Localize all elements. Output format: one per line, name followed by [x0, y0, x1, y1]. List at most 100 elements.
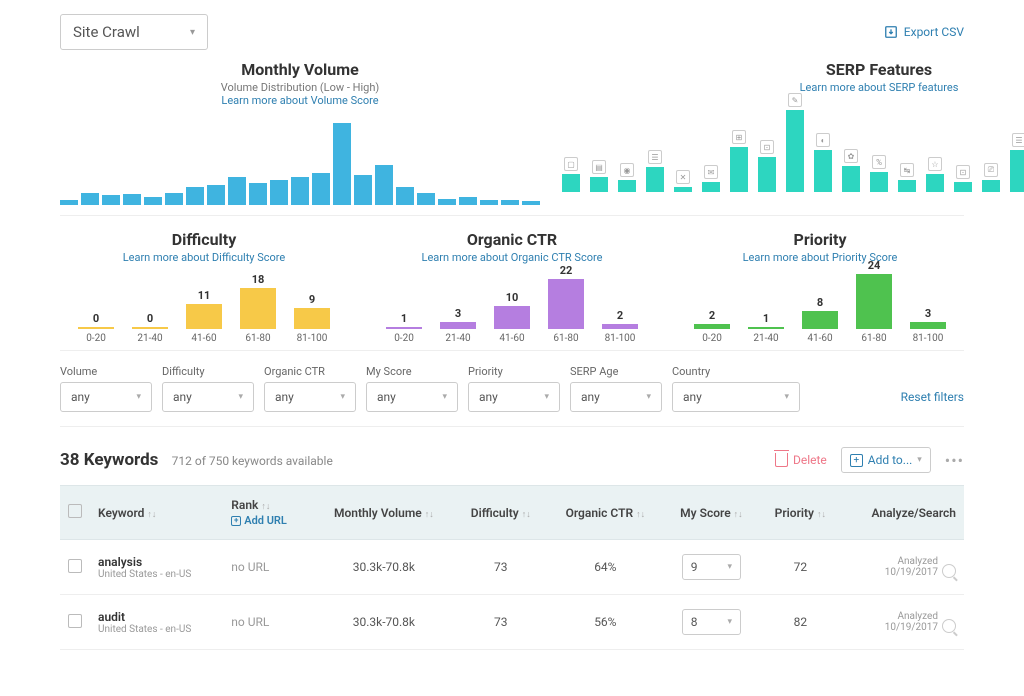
- filter-select[interactable]: any▾: [264, 382, 356, 412]
- bucket-bar: [856, 274, 892, 329]
- score-bucket[interactable]: 381-100: [908, 307, 948, 344]
- col-organic-ctr[interactable]: Organic CTR↑↓: [547, 486, 663, 540]
- score-bucket[interactable]: 2261-80: [546, 264, 586, 344]
- volume-bar[interactable]: [375, 165, 393, 205]
- reset-filters-link[interactable]: Reset filters: [901, 390, 964, 412]
- score-bucket[interactable]: 10-20: [384, 312, 424, 344]
- volume-bar[interactable]: [438, 199, 456, 205]
- export-csv-link[interactable]: Export CSV: [884, 25, 964, 39]
- volume-bar[interactable]: [480, 200, 498, 205]
- chevron-down-icon: ▾: [917, 455, 922, 465]
- filter-select[interactable]: any▾: [162, 382, 254, 412]
- cell-my-score: 8▾: [664, 595, 760, 650]
- serp-bar-col[interactable]: ☰: [1008, 133, 1024, 192]
- search-icon[interactable]: [942, 564, 956, 578]
- cell-keyword[interactable]: auditUnited States - en-US: [90, 595, 223, 650]
- volume-bar[interactable]: [333, 123, 351, 205]
- serp-bar-col[interactable]: ⊞: [728, 130, 750, 192]
- score-bucket[interactable]: 981-100: [292, 293, 332, 344]
- volume-bar[interactable]: [144, 197, 162, 205]
- score-bucket[interactable]: 281-100: [600, 309, 640, 344]
- bucket-label: 61-80: [553, 333, 578, 344]
- volume-bar[interactable]: [417, 193, 435, 205]
- col-priority[interactable]: Priority↑↓: [759, 486, 841, 540]
- filter-select[interactable]: any▾: [366, 382, 458, 412]
- score-bucket[interactable]: 2461-80: [854, 259, 894, 344]
- serp-bar: [590, 177, 608, 192]
- serp-bar-col[interactable]: ▢: [560, 157, 582, 192]
- score-select[interactable]: 9▾: [682, 554, 741, 580]
- monthly-volume-learn-link[interactable]: Learn more about Volume Score: [60, 94, 540, 107]
- row-checkbox[interactable]: [68, 614, 82, 628]
- search-icon[interactable]: [942, 619, 956, 633]
- serp-feature-icon: ☰: [1012, 133, 1024, 147]
- col-keyword[interactable]: Keyword↑↓: [90, 486, 223, 540]
- volume-bar[interactable]: [291, 177, 309, 205]
- volume-bar[interactable]: [228, 177, 246, 205]
- volume-bar[interactable]: [270, 180, 288, 205]
- serp-bar-col[interactable]: ↹: [896, 163, 918, 192]
- filter-select[interactable]: any▾: [468, 382, 560, 412]
- serp-feature-icon: %: [872, 155, 886, 169]
- ctr-learn-link[interactable]: Learn more about Organic CTR Score: [368, 251, 656, 264]
- serp-feature-icon: ✿: [844, 149, 858, 163]
- volume-bar[interactable]: [459, 197, 477, 205]
- serp-bar-col[interactable]: %: [868, 155, 890, 192]
- score-bucket[interactable]: 1861-80: [238, 273, 278, 344]
- score-bucket[interactable]: 841-60: [800, 296, 840, 344]
- serp-bar-col[interactable]: ⊡: [756, 140, 778, 192]
- cell-keyword[interactable]: analysisUnited States - en-US: [90, 540, 223, 595]
- score-bucket[interactable]: 00-20: [76, 312, 116, 344]
- volume-bar[interactable]: [522, 201, 540, 205]
- filter-select[interactable]: any▾: [570, 382, 662, 412]
- add-to-button[interactable]: + Add to... ▾: [841, 447, 931, 473]
- serp-bar-col[interactable]: ✉: [700, 165, 722, 192]
- serp-bar-col[interactable]: ⎚: [980, 163, 1002, 192]
- volume-bar[interactable]: [396, 187, 414, 205]
- serp-bar-col[interactable]: ☆: [924, 157, 946, 192]
- serp-bar-col[interactable]: ✿: [840, 149, 862, 192]
- serp-bar-col[interactable]: ✎: [784, 93, 806, 192]
- score-select[interactable]: 8▾: [682, 609, 741, 635]
- score-bucket[interactable]: 021-40: [130, 312, 170, 344]
- serp-bar-col[interactable]: ✕: [672, 170, 694, 192]
- serp-bar-col[interactable]: ◐: [812, 133, 834, 192]
- filter-label: Priority: [468, 365, 560, 378]
- select-all-checkbox[interactable]: [68, 504, 82, 518]
- volume-bar[interactable]: [501, 200, 519, 205]
- volume-bar[interactable]: [102, 195, 120, 205]
- col-difficulty[interactable]: Difficulty↑↓: [454, 486, 547, 540]
- volume-bar[interactable]: [207, 185, 225, 205]
- score-bucket[interactable]: 20-20: [692, 309, 732, 344]
- volume-bar[interactable]: [81, 193, 99, 205]
- volume-bar[interactable]: [165, 193, 183, 205]
- score-bucket[interactable]: 121-40: [746, 312, 786, 344]
- row-checkbox[interactable]: [68, 559, 82, 573]
- volume-bar[interactable]: [60, 200, 78, 205]
- score-bucket[interactable]: 1041-60: [492, 291, 532, 344]
- serp-bar-col[interactable]: ☰: [644, 150, 666, 192]
- volume-bar[interactable]: [312, 173, 330, 205]
- volume-bar[interactable]: [249, 183, 267, 205]
- volume-bar[interactable]: [186, 187, 204, 205]
- serp-bar-col[interactable]: ◉: [616, 163, 638, 192]
- serp-bar-col[interactable]: ▤: [588, 160, 610, 192]
- chevron-down-icon: ▾: [136, 392, 141, 402]
- col-monthly-volume[interactable]: Monthly Volume↑↓: [313, 486, 454, 540]
- col-rank[interactable]: Rank↑↓ +Add URL: [223, 486, 313, 540]
- filter-select[interactable]: any▾: [672, 382, 800, 412]
- delete-button[interactable]: Delete: [775, 453, 827, 467]
- add-url-link[interactable]: +Add URL: [231, 514, 287, 527]
- more-menu-icon[interactable]: •••: [945, 451, 964, 470]
- priority-learn-link[interactable]: Learn more about Priority Score: [676, 251, 964, 264]
- col-my-score[interactable]: My Score↑↓: [664, 486, 760, 540]
- monthly-volume-subtitle: Volume Distribution (Low - High): [60, 81, 540, 94]
- campaign-dropdown[interactable]: Site Crawl ▾: [60, 14, 208, 50]
- volume-bar[interactable]: [123, 194, 141, 205]
- serp-bar-col[interactable]: ⊡: [952, 165, 974, 192]
- filter-select[interactable]: any▾: [60, 382, 152, 412]
- difficulty-learn-link[interactable]: Learn more about Difficulty Score: [60, 251, 348, 264]
- score-bucket[interactable]: 321-40: [438, 307, 478, 344]
- volume-bar[interactable]: [354, 175, 372, 205]
- score-bucket[interactable]: 1141-60: [184, 289, 224, 344]
